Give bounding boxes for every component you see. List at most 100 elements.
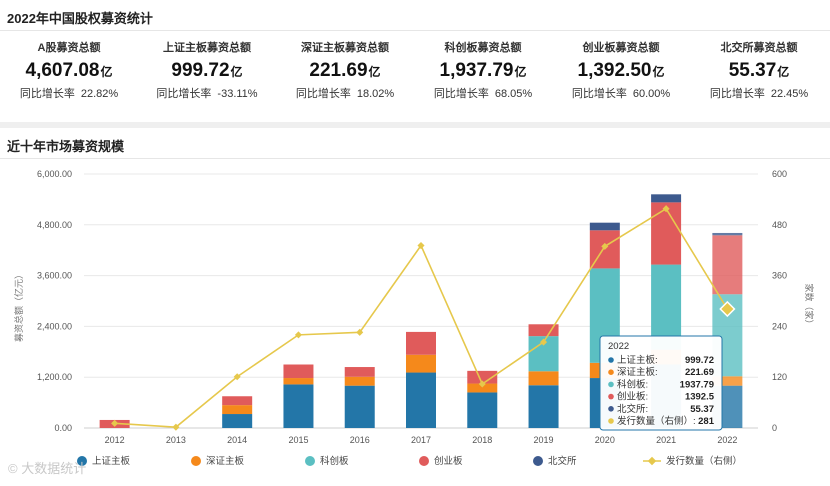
- summary-title-divider: [0, 30, 830, 31]
- legend-swatch: [305, 456, 315, 466]
- x-tick-label: 2012: [105, 435, 125, 445]
- bar-segment[interactable]: [712, 235, 743, 295]
- bar-segment[interactable]: [283, 384, 314, 428]
- growth-label: 同比增长率: [571, 88, 627, 100]
- issuance-point[interactable]: [294, 331, 302, 339]
- growth-label: 同比增长率: [19, 88, 75, 100]
- tooltip-dot: [608, 357, 614, 363]
- bar-segment[interactable]: [528, 371, 559, 386]
- bar-segment[interactable]: [406, 372, 436, 428]
- issuance-point[interactable]: [601, 242, 609, 250]
- stat-unit: 亿: [777, 65, 790, 79]
- x-tick-label: 2014: [227, 435, 247, 445]
- chart-canvas[interactable]: 0.00 1,200.00 2,400.00 3,600.00 4,800.00 6,00…: [0, 128, 830, 486]
- bar-segment[interactable]: [344, 367, 375, 377]
- stat-number: 4,607.08: [25, 60, 100, 81]
- x-tick-label: 2018: [472, 435, 492, 445]
- growth-label: 同比增长率: [295, 88, 351, 100]
- stat-unit: 亿: [652, 65, 665, 79]
- legend-item[interactable]: 发行数量（右侧）: [643, 455, 742, 467]
- growth-value: -33.11%: [217, 88, 258, 100]
- issuance-point-highlight[interactable]: [719, 300, 736, 318]
- legend-label: 创业板: [434, 455, 463, 467]
- bar-segment[interactable]: [467, 392, 498, 428]
- x-tick-label: 2020: [595, 435, 615, 445]
- bar-segment[interactable]: [406, 331, 436, 355]
- stat-value: 221.69亿: [276, 56, 414, 86]
- legend-item[interactable]: 深证主板: [191, 455, 245, 467]
- issuance-point[interactable]: [233, 373, 241, 381]
- tooltip-value: 221.69: [685, 367, 714, 378]
- bar-segment[interactable]: [712, 232, 743, 236]
- tooltip-label: 创业板:: [617, 391, 648, 403]
- stat-card-sse-main: 上证主板募资总额 999.72亿 同比增长率 -33.11%: [138, 40, 276, 112]
- bar-segment[interactable]: [651, 202, 682, 265]
- tooltip-value: 1392.5: [685, 392, 715, 403]
- bar-segment[interactable]: [222, 396, 253, 406]
- growth-label: 同比增长率: [156, 88, 212, 100]
- summary-title: 2022年中国股权募资统计: [7, 11, 153, 26]
- stat-label: 北交所募资总额: [720, 42, 798, 54]
- x-tick-label: 2013: [166, 435, 186, 445]
- bar-segment[interactable]: [222, 414, 253, 428]
- stat-growth: 同比增长率 60.00%: [552, 86, 690, 102]
- bar-segment[interactable]: [283, 364, 314, 379]
- bar-segment[interactable]: [283, 378, 314, 385]
- y2-tick-label: 360: [772, 271, 787, 281]
- bar-segment[interactable]: [406, 354, 436, 373]
- tooltip-dot: [608, 418, 614, 424]
- y-tick-label: 2,400.00: [37, 321, 72, 331]
- y2-tick-label: 600: [772, 169, 787, 179]
- bar-segment[interactable]: [344, 385, 375, 428]
- tooltip-value: 281: [698, 416, 715, 427]
- legend-label: 上证主板: [92, 455, 131, 467]
- stat-value: 1,392.50亿: [552, 56, 690, 86]
- stat-unit: 亿: [514, 65, 527, 79]
- stat-value: 1,937.79亿: [414, 56, 552, 86]
- x-tick-label: 2022: [717, 435, 737, 445]
- y-tick-label: 4,800.00: [37, 220, 72, 230]
- growth-value: 68.05%: [494, 88, 533, 100]
- x-tick-label: 2016: [350, 435, 370, 445]
- legend-item[interactable]: 上证主板: [77, 455, 131, 467]
- legend[interactable]: 上证主板 深证主板 科创板 创业板 北交所 发行数量（右侧）: [77, 455, 742, 467]
- bar-segment[interactable]: [222, 405, 253, 415]
- summary-panel: 2022年中国股权募资统计 A股募资总额 4,607.08亿 同比增长率 22.8…: [0, 0, 830, 122]
- bar-segment[interactable]: [344, 376, 375, 386]
- legend-item[interactable]: 科创板: [305, 455, 349, 467]
- issuance-point[interactable]: [356, 328, 364, 336]
- bar-segment[interactable]: [467, 383, 498, 393]
- bar-segment[interactable]: [528, 385, 559, 428]
- issuance-point[interactable]: [111, 419, 119, 427]
- issuance-point[interactable]: [540, 338, 548, 346]
- issuance-point[interactable]: [417, 242, 425, 250]
- bar-segment[interactable]: [589, 222, 620, 231]
- stat-growth: 同比增长率 22.45%: [690, 86, 828, 102]
- stat-label: 科创板募资总额: [444, 42, 522, 54]
- issuance-point[interactable]: [662, 205, 670, 213]
- legend-item[interactable]: 创业板: [419, 455, 463, 467]
- chart-title: 近十年市场募资规模: [7, 139, 125, 154]
- bar-segment[interactable]: [467, 370, 498, 384]
- y-axis-title: 募资总额（亿元）: [13, 270, 24, 342]
- stats-row: A股募资总额 4,607.08亿 同比增长率 22.82% 上证主板募资总额 99…: [0, 40, 830, 112]
- stat-unit: 亿: [368, 65, 381, 79]
- stat-card-szse-main: 深证主板募资总额 221.69亿 同比增长率 18.02%: [276, 40, 414, 112]
- legend-item[interactable]: 北交所: [533, 455, 577, 467]
- legend-swatch: [191, 456, 201, 466]
- bar-segment[interactable]: [712, 376, 743, 386]
- issuance-point[interactable]: [478, 380, 486, 388]
- stat-unit: 亿: [230, 65, 243, 79]
- growth-value: 22.82%: [80, 88, 119, 100]
- x-tick-label: 2019: [534, 435, 554, 445]
- legend-swatch-marker: [647, 456, 657, 466]
- bar-segment[interactable]: [651, 194, 682, 203]
- growth-label: 同比增长率: [709, 88, 765, 100]
- x-tick-label: 2017: [411, 435, 431, 445]
- x-tick-label: 2021: [656, 435, 676, 445]
- bar-segment[interactable]: [528, 324, 559, 337]
- tooltip-dot: [608, 369, 614, 375]
- line-layer[interactable]: [111, 205, 736, 431]
- issuance-point[interactable]: [172, 423, 180, 431]
- stat-label: 深证主板募资总额: [301, 42, 389, 54]
